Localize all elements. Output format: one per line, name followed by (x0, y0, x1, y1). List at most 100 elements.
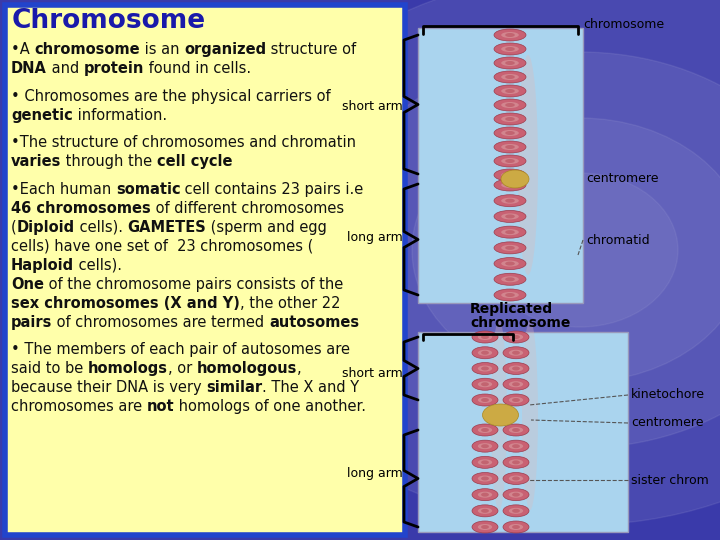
Ellipse shape (491, 320, 507, 510)
Ellipse shape (501, 46, 519, 52)
Text: DNA: DNA (11, 61, 47, 76)
Ellipse shape (494, 43, 526, 55)
Ellipse shape (503, 394, 529, 406)
Text: homologs: homologs (88, 361, 168, 376)
Ellipse shape (512, 492, 520, 497)
Text: somatic: somatic (116, 181, 181, 197)
Ellipse shape (503, 362, 529, 375)
Ellipse shape (501, 88, 519, 94)
Text: sister chrom: sister chrom (631, 474, 708, 487)
Text: long arm: long arm (347, 231, 403, 244)
Ellipse shape (472, 456, 498, 468)
Ellipse shape (509, 491, 523, 498)
Ellipse shape (501, 144, 519, 150)
Ellipse shape (501, 116, 519, 122)
Ellipse shape (509, 427, 523, 433)
Text: genetic: genetic (11, 107, 73, 123)
Text: cell contains 23 pairs i.e: cell contains 23 pairs i.e (181, 181, 364, 197)
Ellipse shape (512, 460, 520, 464)
Ellipse shape (505, 131, 515, 135)
Text: structure of: structure of (266, 42, 356, 57)
Ellipse shape (494, 127, 526, 139)
Ellipse shape (472, 347, 498, 359)
Ellipse shape (501, 158, 519, 164)
Ellipse shape (494, 211, 526, 222)
Ellipse shape (512, 367, 520, 370)
Text: Haploid: Haploid (11, 258, 74, 273)
Ellipse shape (478, 397, 492, 403)
Ellipse shape (472, 521, 498, 533)
Ellipse shape (509, 381, 523, 387)
Ellipse shape (512, 476, 520, 481)
Text: is an: is an (140, 42, 184, 57)
Ellipse shape (478, 524, 492, 530)
Ellipse shape (494, 273, 526, 285)
Text: chromosomes are: chromosomes are (11, 399, 147, 414)
Text: • The members of each pair of autosomes are: • The members of each pair of autosomes … (11, 342, 350, 357)
Ellipse shape (478, 366, 492, 372)
Ellipse shape (478, 491, 492, 498)
Text: (sperm and egg: (sperm and egg (206, 220, 327, 235)
Text: not: not (147, 399, 174, 414)
Ellipse shape (505, 173, 515, 177)
Text: , the other 22: , the other 22 (240, 295, 341, 310)
Ellipse shape (481, 382, 489, 386)
Ellipse shape (494, 289, 526, 301)
Ellipse shape (503, 521, 529, 533)
Text: •A: •A (11, 42, 35, 57)
Ellipse shape (481, 335, 489, 339)
Ellipse shape (505, 103, 515, 107)
Ellipse shape (472, 505, 498, 517)
Ellipse shape (482, 173, 678, 327)
Text: homologous: homologous (197, 361, 297, 376)
Text: similar: similar (206, 380, 262, 395)
Text: sex chromosomes (X and Y): sex chromosomes (X and Y) (11, 295, 240, 310)
Ellipse shape (503, 505, 529, 517)
Ellipse shape (505, 75, 515, 79)
Ellipse shape (472, 331, 498, 343)
Ellipse shape (494, 57, 526, 69)
Ellipse shape (503, 378, 529, 390)
Ellipse shape (503, 472, 529, 484)
Ellipse shape (503, 347, 529, 359)
Text: said to be: said to be (11, 361, 88, 376)
Text: . The X and Y: . The X and Y (262, 380, 359, 395)
Text: found in cells.: found in cells. (144, 61, 251, 76)
Ellipse shape (505, 159, 515, 163)
Ellipse shape (481, 444, 489, 448)
FancyBboxPatch shape (5, 5, 405, 535)
Ellipse shape (501, 172, 519, 178)
Ellipse shape (512, 398, 520, 402)
Ellipse shape (512, 525, 520, 529)
Ellipse shape (522, 320, 538, 510)
Text: (: ( (11, 220, 17, 235)
Text: cell cycle: cell cycle (157, 154, 233, 169)
Text: GAMETES: GAMETES (127, 220, 206, 235)
Ellipse shape (494, 155, 526, 167)
Ellipse shape (478, 427, 492, 433)
Ellipse shape (503, 331, 529, 343)
Text: cells).: cells). (75, 220, 127, 235)
Ellipse shape (494, 179, 526, 191)
Ellipse shape (503, 424, 529, 436)
Text: •The structure of chromosomes and chromatin: •The structure of chromosomes and chroma… (11, 135, 356, 150)
Ellipse shape (501, 32, 519, 38)
Ellipse shape (509, 334, 523, 340)
Ellipse shape (472, 489, 498, 501)
Ellipse shape (505, 117, 515, 121)
Ellipse shape (505, 246, 515, 250)
Text: short arm: short arm (342, 100, 403, 113)
Ellipse shape (503, 456, 529, 468)
Ellipse shape (478, 476, 492, 482)
Text: , or: , or (168, 361, 197, 376)
Ellipse shape (509, 350, 523, 356)
Ellipse shape (481, 460, 489, 464)
Ellipse shape (478, 443, 492, 449)
Text: cells) have one set of  23 chromosomes (: cells) have one set of 23 chromosomes ( (11, 239, 313, 254)
Ellipse shape (512, 509, 520, 513)
Text: long arm: long arm (347, 467, 403, 480)
Text: cells).: cells). (74, 258, 122, 273)
Ellipse shape (503, 489, 529, 501)
Ellipse shape (494, 169, 526, 181)
Ellipse shape (501, 198, 519, 204)
